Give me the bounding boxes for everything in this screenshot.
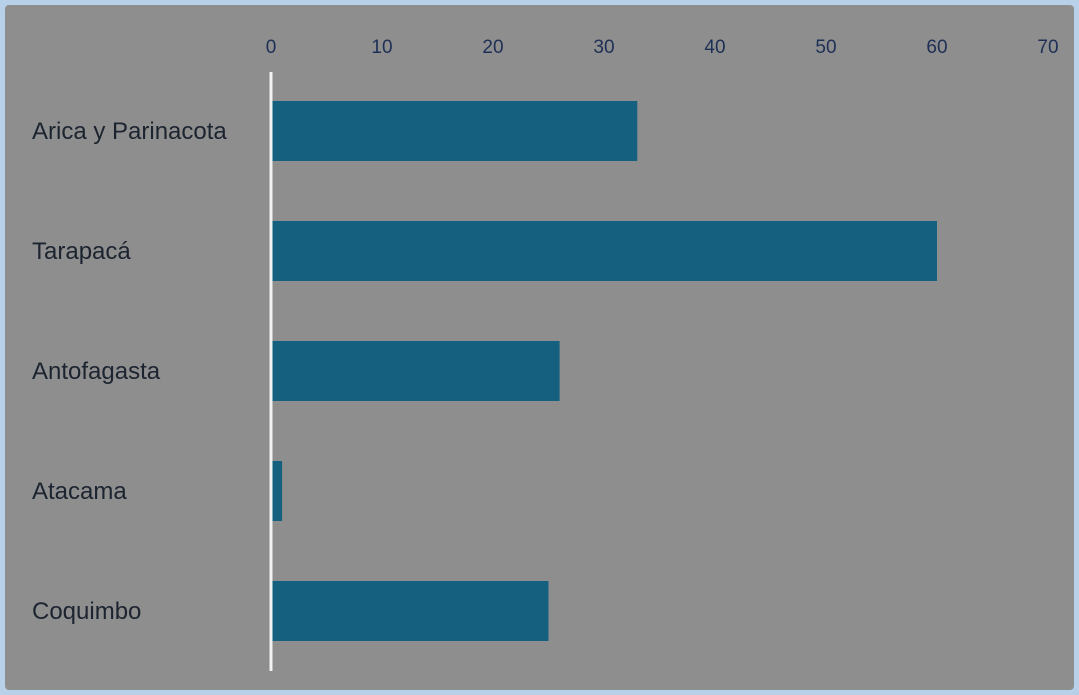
x-tick-label: 20: [482, 37, 503, 58]
x-tick-label: 0: [266, 37, 277, 58]
x-tick-label: 10: [371, 37, 392, 58]
category-label: Atacama: [32, 478, 127, 505]
chart-panel: 0 10 20 30 40 50 60 70 Arica y Parinacota Tarapa…: [5, 5, 1074, 690]
x-tick-label: 30: [593, 37, 614, 58]
bar-chart: 0 10 20 30 40 50 60 70 Arica y Parinacota Tarapa…: [32, 37, 1059, 671]
bars-group: [271, 101, 937, 641]
x-tick-label: 40: [704, 37, 725, 58]
category-labels: Arica y Parinacota Tarapacá Antofagasta Ata…: [32, 118, 227, 625]
bar: [271, 221, 937, 281]
x-axis-ticks: 0 10 20 30 40 50 60 70: [266, 37, 1059, 58]
bar: [271, 581, 549, 641]
x-tick-label: 50: [815, 37, 836, 58]
bar: [271, 341, 560, 401]
category-label: Coquimbo: [32, 598, 141, 625]
category-label: Arica y Parinacota: [32, 118, 227, 145]
bar: [271, 101, 638, 161]
x-tick-label: 70: [1037, 37, 1058, 58]
category-label: Tarapacá: [32, 238, 131, 265]
bar: [271, 461, 283, 521]
category-label: Antofagasta: [32, 358, 161, 385]
x-tick-label: 60: [926, 37, 947, 58]
